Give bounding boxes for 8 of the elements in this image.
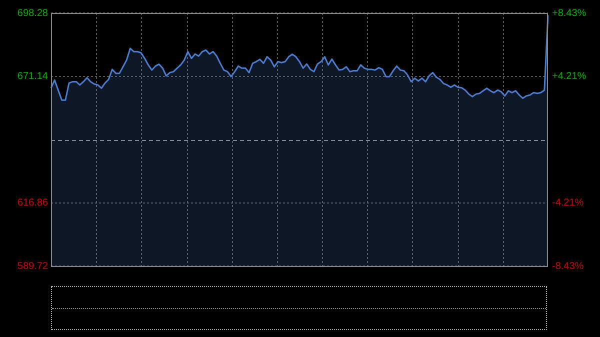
y-tick-label: 698.28 [17, 8, 48, 19]
y-tick-label: 671.14 [17, 71, 48, 82]
y-tick-label: 616.86 [17, 198, 48, 208]
y-tick-label: 589.72 [17, 260, 48, 272]
y2-tick-label: +4.21% [552, 71, 586, 82]
y2-tick-label: -8.43% [552, 260, 584, 272]
y2-tick-label: +8.43% [552, 8, 586, 19]
y2-tick-label: -4.21% [552, 197, 584, 208]
